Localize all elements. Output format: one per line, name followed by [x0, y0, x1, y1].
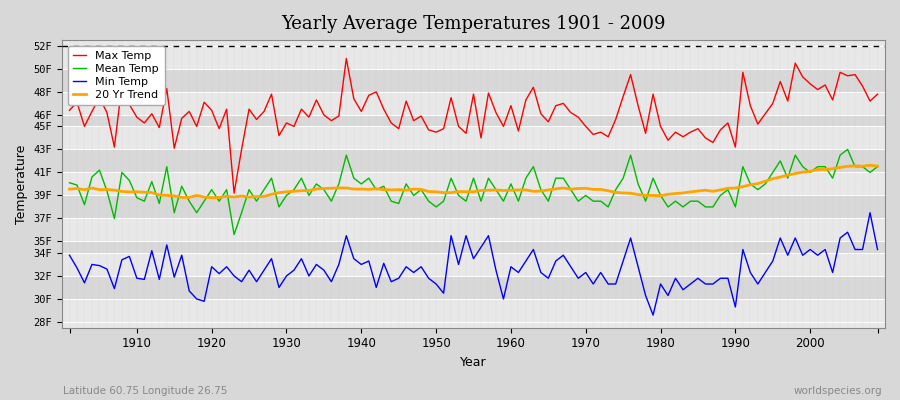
- 20 Yr Trend: [865, 163, 876, 168]
- Max Temp: [872, 92, 883, 96]
- Min Temp: [64, 253, 75, 258]
- Min Temp: [595, 270, 606, 275]
- Max Temp: [520, 98, 531, 102]
- 20 Yr Trend: [341, 186, 352, 190]
- Min Temp: [498, 296, 508, 301]
- Bar: [62, 46, 885, 69]
- X-axis label: Year: Year: [460, 356, 487, 369]
- Bar: [62, 150, 885, 172]
- Min Temp: [333, 262, 344, 267]
- Bar: [62, 115, 885, 126]
- Bar: [62, 69, 885, 92]
- Bar: [62, 196, 885, 218]
- Line: Max Temp: Max Temp: [69, 58, 878, 193]
- Max Temp: [610, 117, 621, 122]
- Text: worldspecies.org: worldspecies.org: [794, 386, 882, 396]
- Max Temp: [296, 107, 307, 112]
- Max Temp: [124, 102, 135, 107]
- Mean Temp: [872, 164, 883, 169]
- Legend: Max Temp, Mean Temp, Min Temp, 20 Yr Trend: Max Temp, Mean Temp, Min Temp, 20 Yr Tre…: [68, 46, 165, 105]
- Line: Min Temp: Min Temp: [69, 213, 878, 315]
- Mean Temp: [341, 153, 352, 158]
- Min Temp: [124, 254, 135, 259]
- Max Temp: [229, 191, 239, 196]
- Mean Temp: [842, 147, 853, 152]
- Title: Yearly Average Temperatures 1901 - 2009: Yearly Average Temperatures 1901 - 2009: [282, 15, 666, 33]
- Mean Temp: [124, 178, 135, 183]
- Line: Mean Temp: Mean Temp: [69, 150, 878, 234]
- Mean Temp: [506, 182, 517, 186]
- 20 Yr Trend: [64, 187, 75, 192]
- Max Temp: [341, 56, 352, 61]
- Mean Temp: [603, 204, 614, 209]
- Bar: [62, 92, 885, 115]
- Bar: [62, 242, 885, 253]
- Mean Temp: [296, 176, 307, 180]
- Max Temp: [64, 108, 75, 113]
- Max Temp: [513, 128, 524, 133]
- Min Temp: [865, 210, 876, 215]
- Min Temp: [648, 313, 659, 318]
- Mean Temp: [513, 199, 524, 204]
- 20 Yr Trend: [206, 195, 217, 200]
- 20 Yr Trend: [872, 164, 883, 168]
- Min Temp: [872, 247, 883, 252]
- 20 Yr Trend: [513, 188, 524, 192]
- Bar: [62, 172, 885, 196]
- Bar: [62, 299, 885, 322]
- Min Temp: [289, 268, 300, 273]
- Text: Latitude 60.75 Longitude 26.75: Latitude 60.75 Longitude 26.75: [63, 386, 228, 396]
- 20 Yr Trend: [296, 188, 307, 193]
- Bar: [62, 126, 885, 150]
- Max Temp: [348, 96, 359, 101]
- Mean Temp: [64, 180, 75, 185]
- 20 Yr Trend: [506, 188, 517, 193]
- Y-axis label: Temperature: Temperature: [15, 144, 28, 224]
- 20 Yr Trend: [603, 188, 614, 193]
- Bar: [62, 276, 885, 299]
- Bar: [62, 253, 885, 276]
- Min Temp: [506, 264, 517, 269]
- Bar: [62, 218, 885, 242]
- 20 Yr Trend: [124, 190, 135, 194]
- Line: 20 Yr Trend: 20 Yr Trend: [69, 165, 878, 198]
- Mean Temp: [229, 232, 239, 237]
